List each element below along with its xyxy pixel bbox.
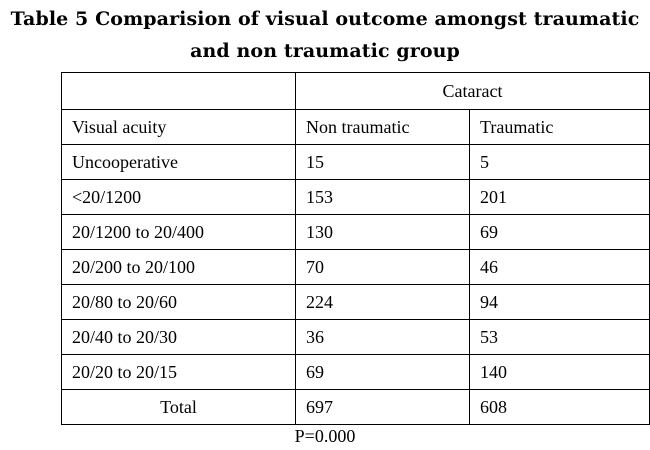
row-label: 20/80 to 20/60 — [61, 284, 296, 320]
table-row: 20/1200 to 20/400 130 69 — [61, 214, 650, 250]
table-row: <20/1200 153 201 — [61, 179, 650, 215]
total-label: Total — [61, 389, 296, 425]
row-label: <20/1200 — [61, 179, 296, 215]
total-non-traumatic-value: 697 — [295, 389, 470, 425]
traumatic-value: 53 — [469, 319, 650, 355]
table-row: Uncooperative 15 5 — [61, 144, 650, 180]
total-traumatic-value: 608 — [469, 389, 650, 425]
row-label: 20/20 to 20/15 — [61, 354, 296, 390]
visual-outcome-table: Cataract Visual acuity Non traumatic Tra… — [61, 72, 650, 425]
column-header-row: Visual acuity Non traumatic Traumatic — [61, 109, 650, 145]
row-label: 20/1200 to 20/400 — [61, 214, 296, 250]
traumatic-value: 140 — [469, 354, 650, 390]
row-label: 20/200 to 20/100 — [61, 249, 296, 285]
col-header-non-traumatic: Non traumatic — [295, 109, 470, 145]
non-traumatic-value: 69 — [295, 354, 470, 390]
table-title-line-1: Table 5 Comparision of visual outcome am… — [10, 8, 640, 30]
table-row: 20/200 to 20/100 70 46 — [61, 249, 650, 285]
empty-header-cell — [61, 72, 296, 110]
col-header-traumatic: Traumatic — [469, 109, 650, 145]
non-traumatic-value: 70 — [295, 249, 470, 285]
table-title-line-2: and non traumatic group — [190, 40, 460, 62]
traumatic-value: 5 — [469, 144, 650, 180]
traumatic-value: 69 — [469, 214, 650, 250]
table-row: 20/80 to 20/60 224 94 — [61, 284, 650, 320]
table-row: 20/40 to 20/30 36 53 — [61, 319, 650, 355]
non-traumatic-value: 153 — [295, 179, 470, 215]
non-traumatic-value: 36 — [295, 319, 470, 355]
p-value-footnote: P=0.000 — [294, 426, 356, 446]
traumatic-value: 94 — [469, 284, 650, 320]
row-label: Uncooperative — [61, 144, 296, 180]
group-header-row: Cataract — [61, 72, 650, 110]
non-traumatic-value: 224 — [295, 284, 470, 320]
table-row: 20/20 to 20/15 69 140 — [61, 354, 650, 390]
traumatic-value: 46 — [469, 249, 650, 285]
non-traumatic-value: 130 — [295, 214, 470, 250]
col-header-visual-acuity: Visual acuity — [61, 109, 296, 145]
traumatic-value: 201 — [469, 179, 650, 215]
cataract-group-header: Cataract — [295, 72, 650, 110]
total-row: Total 697 608 — [61, 389, 650, 425]
non-traumatic-value: 15 — [295, 144, 470, 180]
row-label: 20/40 to 20/30 — [61, 319, 296, 355]
